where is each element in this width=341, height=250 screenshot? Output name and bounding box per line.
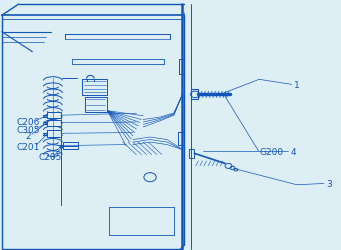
Bar bbox=[82, 79, 107, 96]
Text: C206: C206 bbox=[16, 117, 40, 126]
Text: 4: 4 bbox=[291, 147, 296, 156]
Text: C201: C201 bbox=[16, 142, 40, 151]
Bar bbox=[85, 98, 107, 113]
Bar bbox=[191, 90, 198, 100]
Bar bbox=[47, 113, 61, 118]
Bar bbox=[63, 143, 78, 149]
Text: C205: C205 bbox=[39, 152, 62, 161]
Text: 2: 2 bbox=[26, 131, 31, 140]
Polygon shape bbox=[2, 32, 32, 52]
Text: 3: 3 bbox=[327, 180, 332, 189]
Text: 1: 1 bbox=[294, 81, 300, 90]
Bar bbox=[189, 149, 194, 158]
Bar bbox=[47, 130, 61, 137]
Text: G200: G200 bbox=[260, 147, 284, 156]
Text: C305: C305 bbox=[16, 126, 40, 135]
Bar bbox=[47, 120, 61, 126]
